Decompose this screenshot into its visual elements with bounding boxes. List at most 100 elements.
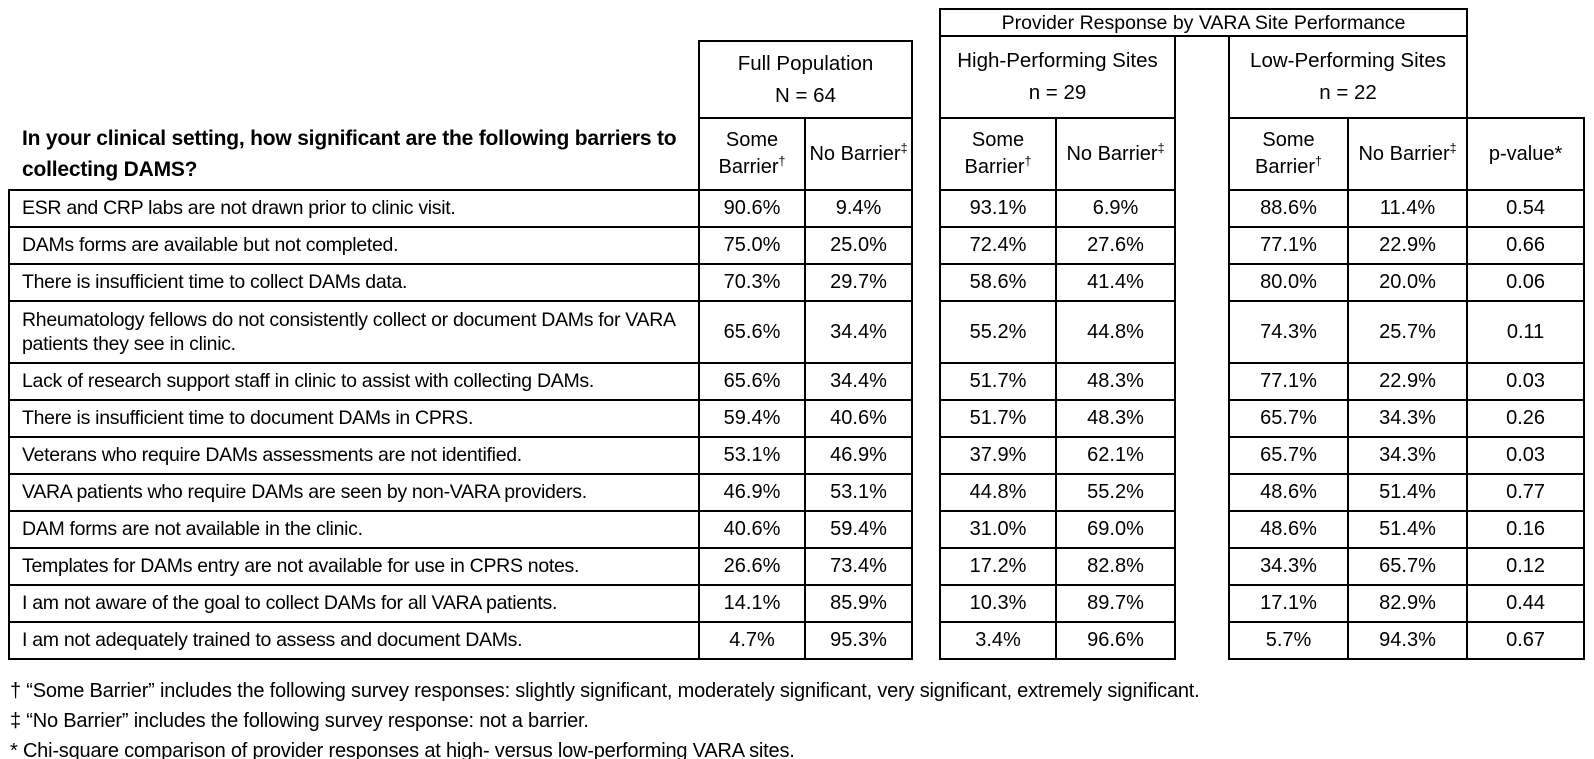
group-header-row: Full Population N = 64 (9, 40, 1585, 119)
spacer-cell (1175, 36, 1229, 41)
dagger-symbol: † (778, 154, 786, 169)
spacer-cell (1175, 400, 1229, 437)
lp-some-value: 88.6% (1228, 189, 1349, 228)
barrier-label: I am not adequately trained to assess an… (8, 621, 700, 660)
fp-some-value: 40.6% (698, 510, 806, 549)
barrier-label: Templates for DAMs entry are not availab… (8, 547, 700, 586)
spacer-cell (912, 511, 940, 548)
hp-some-value: 55.2% (939, 300, 1057, 364)
lp-no-value: 51.4% (1346, 510, 1469, 549)
barrier-label: There is insufficient time to document D… (8, 399, 700, 438)
barriers-table: Provider Response by VARA Site Performan… (8, 8, 1586, 660)
hp-no-value: 6.9% (1055, 189, 1176, 228)
fp-some-value: 70.3% (698, 263, 806, 302)
spacer-cell (1175, 474, 1229, 511)
lp-no-value: 94.3% (1346, 621, 1469, 660)
spacer-cell (912, 363, 940, 400)
fp-some-value: 75.0% (698, 226, 806, 265)
fp-some-value: 65.6% (698, 300, 806, 364)
fp-some-value: 53.1% (698, 436, 806, 475)
barrier-label: There is insufficient time to collect DA… (8, 263, 700, 302)
full-population-n: N = 64 (775, 83, 836, 107)
spacer-cell (9, 9, 940, 36)
fp-some-value: 14.1% (698, 584, 806, 623)
barrier-label: Lack of research support staff in clinic… (8, 362, 700, 401)
lp-no-value: 25.7% (1346, 300, 1469, 364)
fp-no-value: 59.4% (804, 510, 913, 549)
spacer-cell (912, 36, 940, 41)
some-barrier-label: Some Barrier (964, 129, 1025, 178)
question-header: In your clinical setting, how significan… (9, 118, 699, 190)
hp-some-value: 37.9% (939, 436, 1057, 475)
no-barrier-label: No Barrier (1066, 142, 1158, 165)
table-row: I am not adequately trained to assess an… (8, 621, 1586, 660)
p-value-cell: 0.77 (1466, 473, 1586, 512)
table-row: ESR and CRP labs are not drawn prior to … (8, 189, 1586, 228)
lp-some-value: 17.1% (1228, 584, 1349, 623)
fp-some-value: 90.6% (698, 189, 806, 228)
hp-no-value: 89.7% (1055, 584, 1176, 623)
barrier-label: DAM forms are not available in the clini… (8, 510, 700, 549)
dagger-symbol: † (1024, 154, 1032, 169)
lp-no-value: 34.3% (1346, 399, 1469, 438)
lp-some-value: 5.7% (1228, 621, 1349, 660)
fp-no-value: 85.9% (804, 584, 913, 623)
hp-some-value: 58.6% (939, 263, 1057, 302)
spacer-cell (912, 548, 940, 585)
spacer-cell (1175, 190, 1229, 227)
barrier-label: Veterans who require DAMs assessments ar… (8, 436, 700, 475)
lp-some-value: 74.3% (1228, 300, 1349, 364)
lp-no-value: 65.7% (1346, 547, 1469, 586)
low-performing-n: n = 22 (1319, 81, 1377, 104)
group-header-offset-row: High-Performing Sites n = 29 Low-Perform… (9, 35, 1585, 119)
fp-no-value: 25.0% (804, 226, 913, 265)
spacer-cell (912, 301, 940, 363)
lp-no-value: 82.9% (1346, 584, 1469, 623)
some-barrier-label: Some Barrier (1255, 129, 1316, 178)
spacer-cell (1175, 437, 1229, 474)
lp-no-value: 22.9% (1346, 362, 1469, 401)
fp-no-value: 29.7% (804, 263, 913, 302)
hp-some-value: 51.7% (939, 399, 1057, 438)
p-value-cell: 0.67 (1466, 621, 1586, 660)
subheader-no-barrier-hp: No Barrier‡ (1055, 117, 1176, 191)
spacer-cell (9, 36, 699, 41)
spacer-cell (912, 227, 940, 264)
double-dagger-symbol: ‡ (1157, 140, 1165, 155)
spacer-cell (912, 474, 940, 511)
fp-no-value: 95.3% (804, 621, 913, 660)
spacer-cell (912, 118, 940, 190)
spacer-cell (9, 41, 699, 118)
p-value-cell: 0.66 (1466, 226, 1586, 265)
spacer-cell (1467, 41, 1585, 118)
full-population-title: Full Population (737, 51, 874, 75)
no-barrier-label: No Barrier (1358, 142, 1450, 165)
dagger-symbol: † (1315, 154, 1322, 169)
p-value-cell: 0.06 (1466, 263, 1586, 302)
footnote-chi-square: * Chi-square comparison of provider resp… (10, 740, 795, 759)
lp-some-value: 48.6% (1228, 473, 1349, 512)
spacer-cell (1175, 548, 1229, 585)
double-dagger-symbol: ‡ (1449, 140, 1457, 155)
lp-no-value: 51.4% (1346, 473, 1469, 512)
hp-some-value: 51.7% (939, 362, 1057, 401)
spacer-cell (1175, 363, 1229, 400)
p-value-cell: 0.03 (1466, 362, 1586, 401)
fp-no-value: 34.4% (804, 362, 913, 401)
spacer-cell (1175, 227, 1229, 264)
full-population-header: Full Population N = 64 (698, 40, 913, 119)
spacer-cell (1175, 622, 1229, 659)
p-value-cell: 0.03 (1466, 436, 1586, 475)
lp-some-value: 80.0% (1228, 263, 1349, 302)
spacer-cell (1175, 264, 1229, 301)
barrier-label: DAMs forms are available but not complet… (8, 226, 700, 265)
double-dagger-symbol: ‡ (900, 140, 908, 155)
subheader-no-barrier-fp: No Barrier‡ (804, 117, 913, 191)
barrier-label: VARA patients who require DAMs are seen … (8, 473, 700, 512)
table-row: Veterans who require DAMs assessments ar… (8, 436, 1586, 475)
hp-some-value: 17.2% (939, 547, 1057, 586)
hp-no-value: 44.8% (1055, 300, 1176, 364)
provider-banner-row: Provider Response by VARA Site Performan… (9, 8, 1585, 37)
fp-no-value: 40.6% (804, 399, 913, 438)
